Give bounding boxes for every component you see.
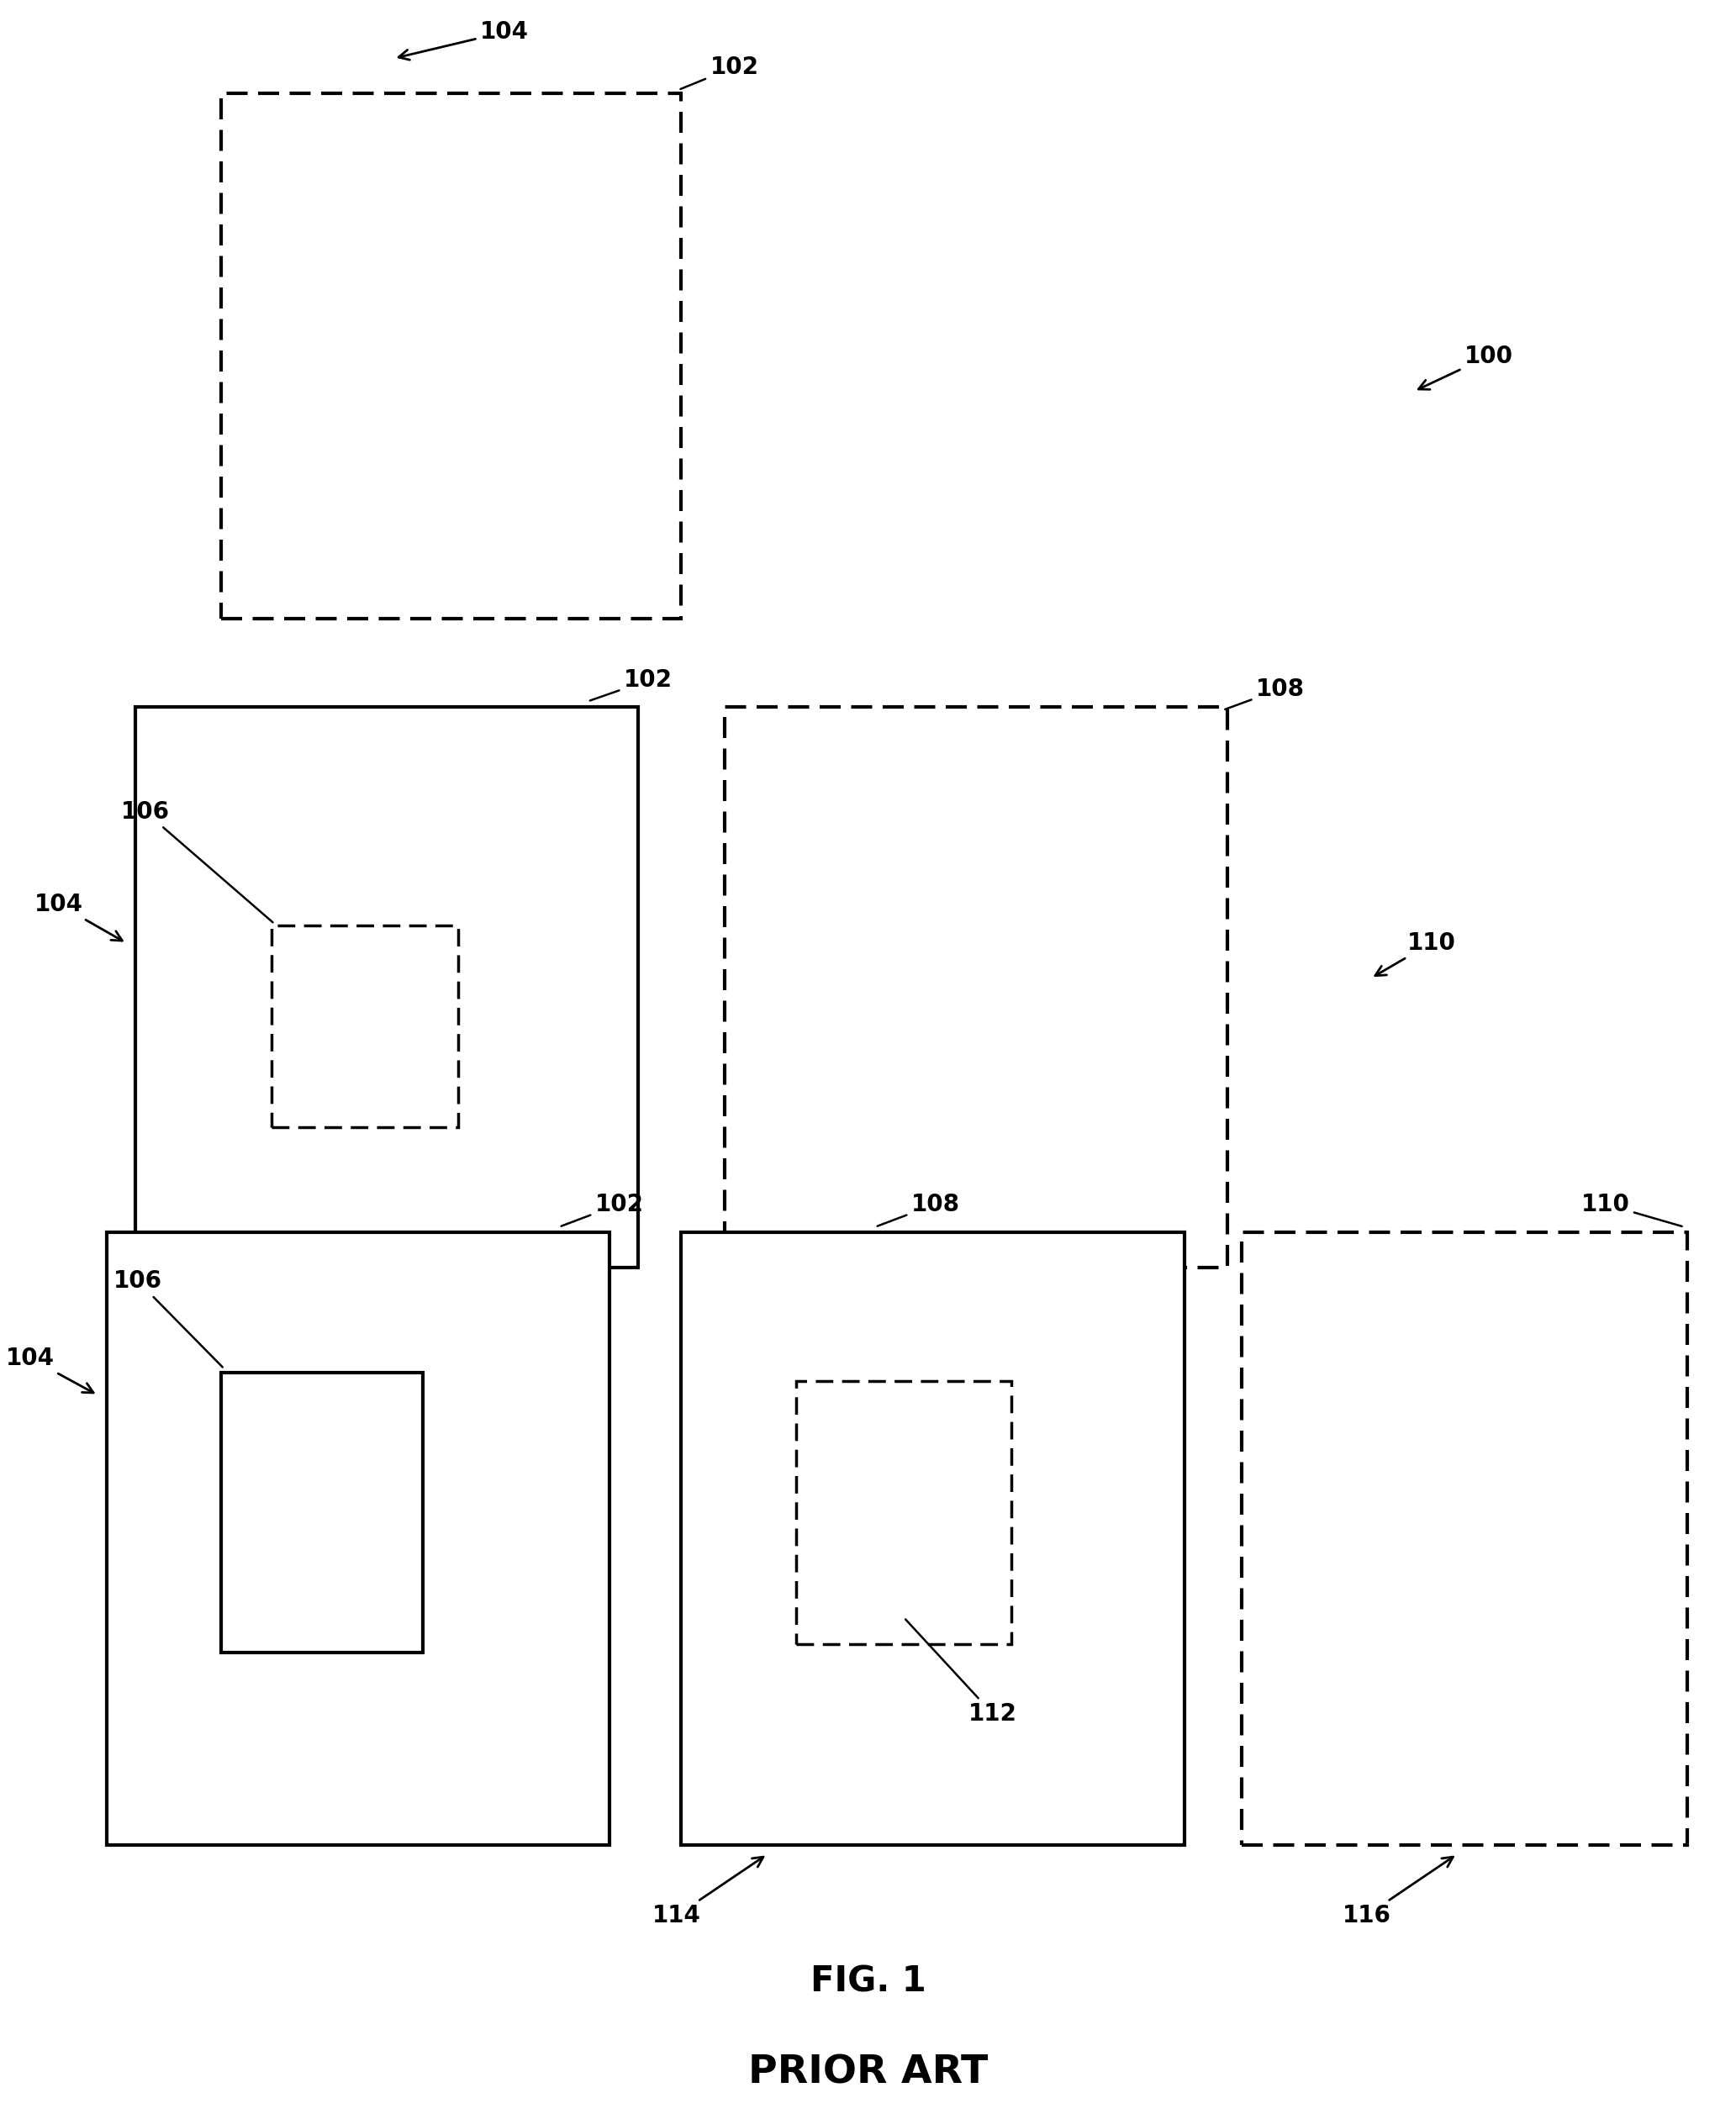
Bar [271, 926, 458, 1127]
Text: PRIOR ART: PRIOR ART [748, 2055, 988, 2093]
Text: 112: 112 [906, 1619, 1017, 1725]
Text: 110: 110 [1375, 932, 1455, 977]
Text: 110: 110 [1581, 1192, 1682, 1226]
Text: 114: 114 [653, 1856, 764, 1928]
Bar [106, 1232, 609, 1846]
Text: 100: 100 [1418, 345, 1514, 389]
Bar [222, 1372, 422, 1653]
Bar [681, 1232, 1184, 1846]
Text: FIG. 1: FIG. 1 [811, 1964, 925, 2000]
Text: 106: 106 [122, 799, 273, 922]
Bar [222, 93, 681, 619]
Text: 104: 104 [5, 1347, 94, 1393]
Text: 104: 104 [35, 892, 122, 941]
Text: 102: 102 [590, 668, 672, 700]
Text: 104: 104 [399, 21, 529, 59]
Text: 116: 116 [1342, 1856, 1453, 1928]
Bar [797, 1380, 1012, 1645]
Text: 102: 102 [681, 55, 759, 89]
Text: 108: 108 [877, 1192, 960, 1226]
Bar [724, 706, 1227, 1266]
Bar [1241, 1232, 1687, 1846]
Text: 106: 106 [113, 1271, 222, 1368]
Bar [135, 706, 639, 1266]
Text: 108: 108 [1226, 676, 1305, 710]
Text: 102: 102 [561, 1192, 644, 1226]
